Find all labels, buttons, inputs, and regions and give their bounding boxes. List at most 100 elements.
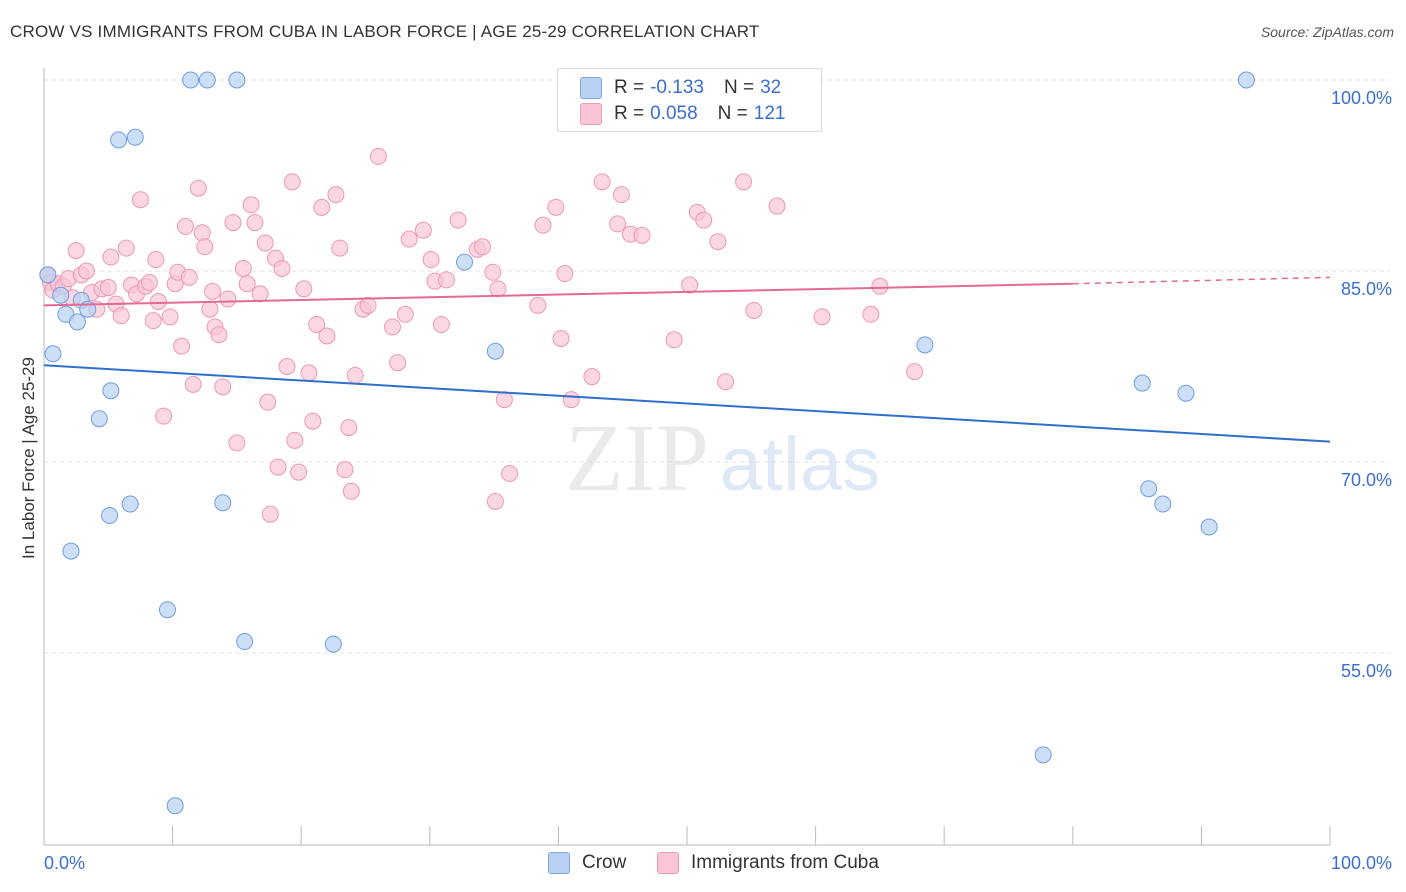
crow-point — [126, 128, 144, 146]
cuba-point — [210, 326, 228, 344]
cuba-point — [273, 259, 291, 277]
axis-ticks: 100.0% 85.0% 70.0% 55.0% 0.0% 100.0% — [44, 88, 1392, 873]
cuba-point — [176, 217, 194, 235]
crow-point — [1237, 71, 1255, 89]
crow-point — [110, 131, 128, 149]
cuba-point — [474, 238, 492, 256]
trend-line-cuba-extension — [1072, 276, 1331, 285]
cuba-point — [278, 358, 296, 375]
crow-point — [158, 601, 176, 619]
cuba-point — [495, 391, 513, 409]
cuba-point — [593, 173, 611, 191]
cuba-point — [238, 275, 256, 293]
watermark: ZIP atlas — [565, 404, 880, 511]
cuba-point — [318, 327, 336, 345]
cuba-point — [484, 263, 502, 281]
cuba-point — [396, 305, 414, 323]
legend-row-crow: R = -0.133 N = 32 — [580, 77, 781, 99]
cuba-point — [77, 262, 95, 280]
cuba-point — [196, 238, 214, 256]
crow-point — [68, 313, 86, 331]
y-axis-label: In Labor Force | Age 25-29 — [19, 357, 38, 559]
trend-line-crow — [43, 364, 1331, 443]
cuba-point — [189, 179, 207, 197]
cuba-point — [201, 300, 219, 318]
legend-r-value-crow: -0.133 — [650, 77, 704, 98]
legend-n-label-crow: N = — [723, 77, 755, 98]
cuba-point — [556, 265, 574, 283]
cuba-point — [862, 305, 880, 323]
crow-point — [166, 797, 184, 815]
cuba-point — [290, 463, 308, 481]
cuba-point — [609, 215, 627, 233]
crow-point — [39, 266, 57, 284]
cuba-point — [300, 364, 318, 382]
x-tick-label: 100.0% — [1331, 853, 1392, 873]
series-crow — [39, 71, 1255, 815]
cuba-point — [871, 277, 889, 295]
cuba-point — [709, 233, 727, 251]
crow-point — [456, 253, 474, 271]
cuba-point — [147, 251, 165, 269]
legend-bottom-label-cuba: Immigrants from Cuba — [691, 852, 879, 873]
cuba-point — [449, 211, 467, 229]
cuba-point — [131, 191, 149, 209]
cuba-point — [342, 482, 360, 500]
cuba-point — [414, 221, 432, 239]
crow-point — [101, 506, 119, 524]
y-tick-label: 55.0% — [1341, 661, 1392, 681]
cuba-point — [489, 280, 507, 298]
legend-item-cuba: Immigrants from Cuba — [657, 852, 879, 874]
cuba-point — [745, 301, 763, 319]
legend-r-value-cuba: 0.058 — [650, 103, 698, 124]
cuba-point — [214, 378, 232, 396]
cuba-point — [117, 239, 135, 257]
cuba-point — [665, 331, 683, 349]
crow-point — [1140, 480, 1158, 498]
cuba-point — [259, 393, 277, 411]
crow-point — [90, 410, 108, 428]
crow-point — [1034, 746, 1052, 764]
cuba-point — [99, 279, 117, 297]
cuba-point — [155, 407, 173, 425]
cuba-point — [228, 434, 246, 452]
cuba-point — [308, 315, 326, 333]
legend-n-label-cuba: N = — [717, 103, 748, 124]
cuba-point — [400, 230, 418, 248]
cuba-point — [717, 373, 735, 391]
cuba-point — [340, 419, 358, 437]
cuba-point — [102, 248, 120, 266]
crow-point — [44, 345, 62, 363]
cuba-point — [612, 186, 630, 204]
crow-point — [916, 336, 934, 354]
cuba-point — [695, 211, 713, 229]
cuba-point — [173, 337, 191, 355]
watermark-zip: ZIP — [565, 404, 709, 511]
crow-point — [1154, 495, 1172, 513]
cuba-point — [203, 282, 221, 300]
crow-point — [1200, 518, 1218, 536]
cuba-point — [234, 259, 252, 277]
legend-n-value-cuba: 121 — [753, 103, 786, 124]
cuba-point — [251, 285, 269, 303]
cuba-point — [304, 412, 322, 430]
cuba-point — [562, 391, 580, 409]
cuba-point — [501, 464, 519, 482]
correlation-legend: R = -0.133 N = 32 R = 0.058 N = 121 — [557, 68, 822, 132]
cuba-point — [67, 242, 85, 260]
crow-point — [121, 495, 139, 513]
cuba-point — [681, 276, 699, 294]
cuba-point — [633, 226, 651, 244]
cuba-point — [161, 308, 179, 326]
crow-point — [236, 633, 254, 651]
cuba-point — [149, 293, 167, 311]
cuba-point — [547, 198, 565, 216]
cuba-point — [295, 280, 313, 298]
cuba-point — [336, 461, 354, 479]
cuba-point — [193, 224, 211, 242]
y-tick-label: 85.0% — [1341, 279, 1392, 299]
source-label: Source: ZipAtlas.com — [1260, 24, 1394, 40]
legend-item-crow: Crow — [548, 852, 626, 874]
cuba-point — [346, 366, 364, 384]
